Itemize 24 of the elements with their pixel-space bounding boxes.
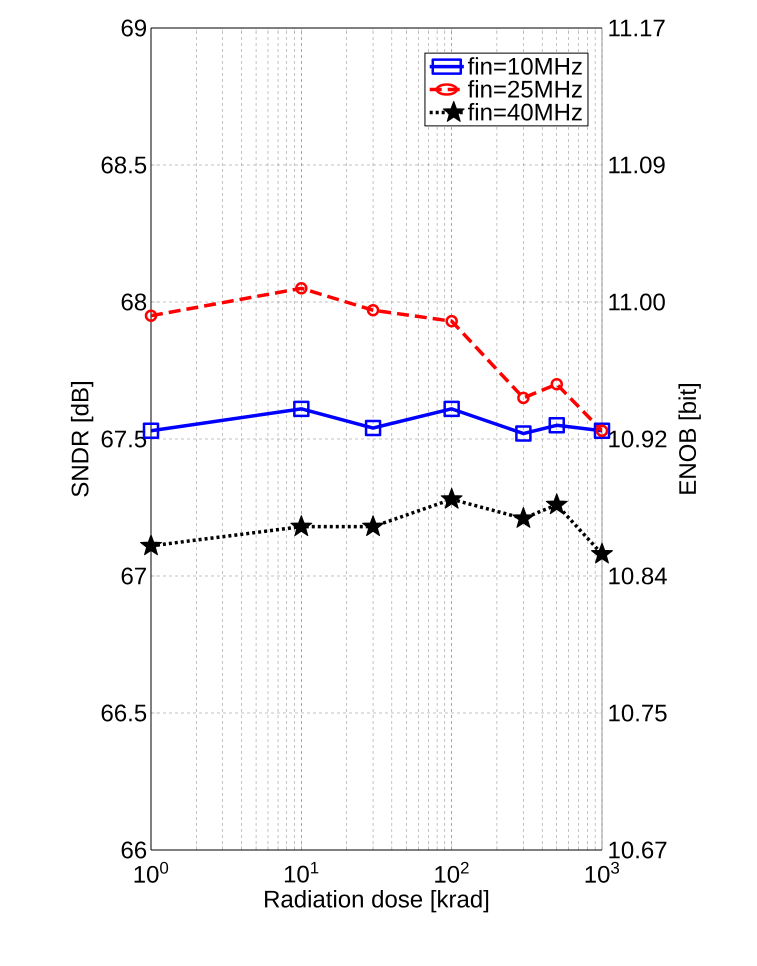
y2-tick-label: 10.84 <box>609 567 667 584</box>
y-tick-label: 66 <box>122 842 146 858</box>
y2-tick-label: 11.17 <box>609 20 665 36</box>
x-tick-label: 10$^{1}$ <box>284 862 318 883</box>
y2-tick-label: 10.67 <box>609 842 666 858</box>
y-tick-label: 67.5 <box>102 430 146 448</box>
x-axis-title: Radiation dose [krad] <box>265 890 488 912</box>
y-tick-label: 68.5 <box>102 156 146 174</box>
y-tick-label: 68 <box>122 294 146 310</box>
x-tick-label: 10$^{2}$ <box>435 862 469 883</box>
y2-tick-label: 11.09 <box>609 156 665 174</box>
y2-tick-label: 11.00 <box>609 294 665 311</box>
x-tick-label: 10$^{0}$ <box>134 862 168 883</box>
y-tick-label: 69 <box>122 20 146 36</box>
y-tick-label: 66.5 <box>102 704 146 722</box>
legend-label: fin=10MHz <box>468 57 582 75</box>
y2-tick-label: 10.92 <box>609 430 666 448</box>
legend-label: fin=25MHz <box>468 80 582 98</box>
y2-axis-title: ENOB [bit] <box>678 384 701 494</box>
legend-label: fin=40MHz <box>468 102 582 121</box>
y-axis-title: SNDR [dB] <box>70 382 94 497</box>
y-tick-label: 67 <box>122 568 146 584</box>
y2-tick-label: 10.75 <box>609 704 667 722</box>
x-tick-label: 10$^{3}$ <box>586 862 620 883</box>
